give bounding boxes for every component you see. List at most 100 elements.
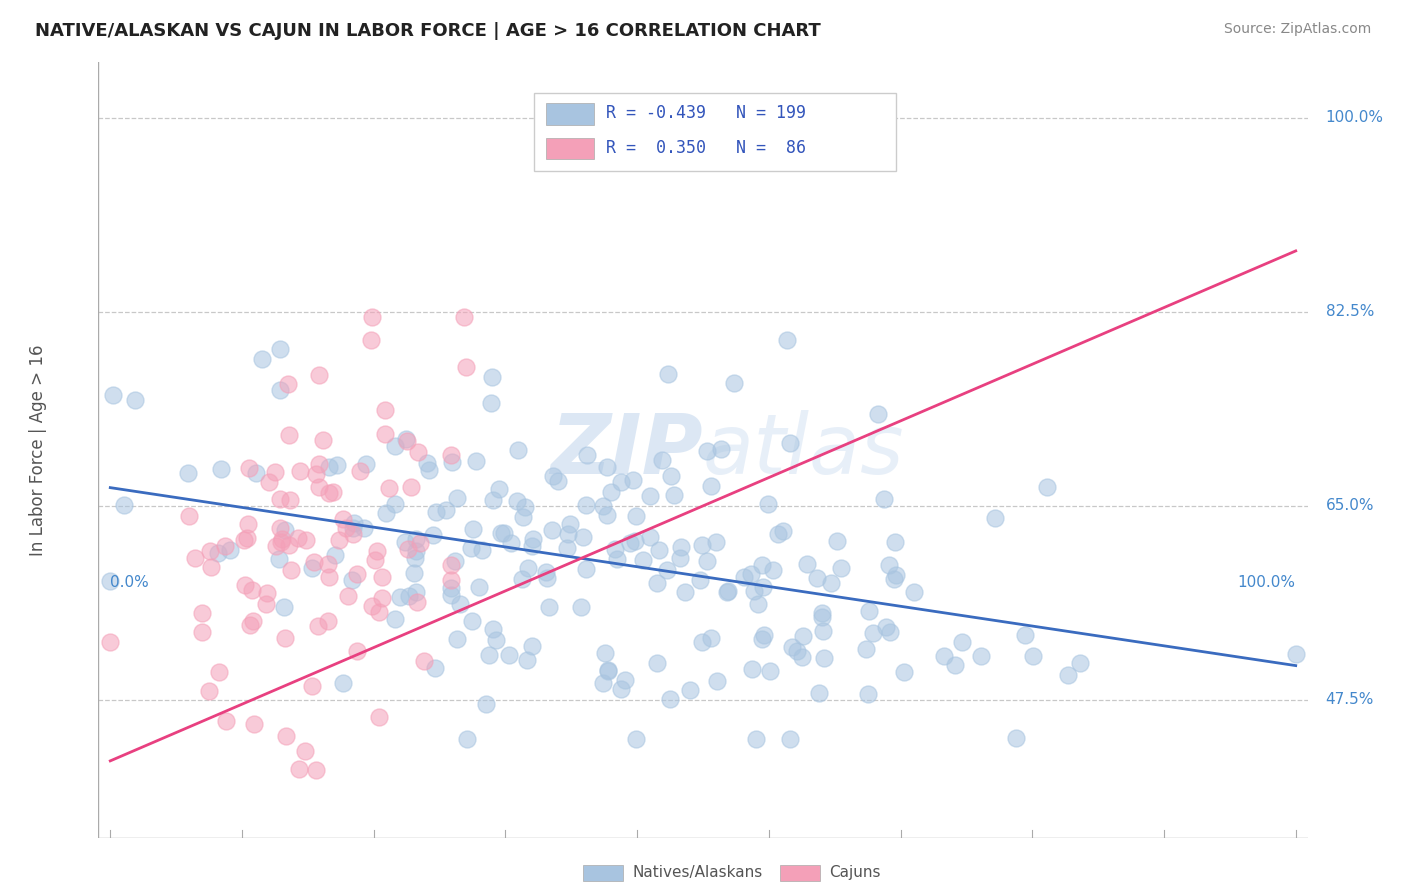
Text: 65.0%: 65.0% (1326, 499, 1374, 514)
Text: Source: ZipAtlas.com: Source: ZipAtlas.com (1223, 22, 1371, 37)
Point (404, 550, 426, 565)
Point (238, 461, 260, 475)
Point (177, 508, 200, 523)
Text: ZIP: ZIP (550, 410, 703, 491)
Point (98, 574, 121, 589)
Point (893, 665, 915, 680)
Point (238, 516, 260, 531)
Point (651, 453, 673, 467)
Point (592, 499, 614, 513)
Point (101, 388, 124, 402)
Text: 0.0%: 0.0% (110, 574, 149, 590)
Point (825, 533, 848, 548)
Point (270, 534, 292, 549)
Point (301, 679, 323, 693)
Point (434, 502, 457, 516)
Point (606, 552, 628, 566)
Point (575, 498, 598, 512)
Point (884, 568, 907, 582)
Point (673, 585, 696, 599)
Point (488, 483, 510, 497)
Point (515, 500, 537, 515)
Point (269, 521, 291, 535)
Point (1035, 480, 1057, 494)
Point (269, 551, 291, 566)
Point (733, 570, 755, 584)
Point (479, 396, 502, 410)
Point (655, 563, 678, 577)
Point (301, 561, 323, 575)
Point (366, 544, 388, 558)
Point (318, 460, 340, 475)
Point (696, 444, 718, 458)
Point (405, 533, 427, 547)
Point (349, 464, 371, 478)
Point (813, 650, 835, 665)
Point (367, 709, 389, 723)
Point (477, 648, 499, 662)
Point (742, 584, 765, 599)
Point (952, 635, 974, 649)
Point (332, 676, 354, 690)
Point (506, 443, 529, 458)
Point (475, 698, 498, 712)
Point (425, 505, 447, 519)
Point (302, 555, 325, 569)
Point (384, 439, 406, 453)
Point (409, 536, 432, 550)
Point (756, 497, 779, 511)
Point (740, 566, 762, 581)
Point (558, 516, 581, 531)
Point (308, 479, 330, 493)
Point (741, 662, 763, 676)
Point (883, 572, 905, 586)
Point (717, 583, 740, 598)
Point (792, 650, 814, 665)
Point (343, 516, 366, 531)
Point (441, 455, 464, 469)
Point (269, 491, 291, 506)
Point (647, 542, 669, 557)
Point (873, 492, 896, 507)
Point (373, 402, 395, 417)
Point (575, 448, 598, 462)
FancyBboxPatch shape (534, 94, 897, 171)
Point (242, 582, 264, 597)
Point (704, 534, 727, 549)
Point (423, 661, 446, 675)
Point (614, 673, 637, 688)
Point (575, 562, 598, 576)
Point (405, 544, 427, 558)
Point (596, 508, 619, 522)
Point (388, 590, 411, 604)
Point (669, 550, 692, 565)
Point (792, 629, 814, 643)
Point (943, 657, 966, 672)
Point (245, 466, 267, 480)
Point (520, 539, 543, 553)
Point (669, 540, 692, 554)
Bar (546, 103, 595, 125)
Point (361, 599, 384, 614)
Point (274, 631, 297, 645)
Point (311, 433, 333, 447)
Point (679, 683, 702, 698)
Text: In Labor Force | Age > 16: In Labor Force | Age > 16 (30, 344, 46, 557)
Point (690, 635, 713, 649)
Point (98, 635, 121, 649)
Point (340, 574, 363, 588)
Point (323, 548, 346, 562)
Point (621, 473, 644, 487)
Point (446, 632, 468, 646)
Point (471, 542, 494, 557)
Point (855, 641, 877, 656)
Point (624, 533, 647, 548)
Point (364, 553, 387, 567)
Point (879, 624, 901, 639)
Point (207, 665, 229, 679)
Point (377, 481, 399, 495)
Point (239, 617, 262, 632)
Point (494, 526, 516, 541)
Point (516, 561, 538, 575)
Point (796, 557, 818, 571)
